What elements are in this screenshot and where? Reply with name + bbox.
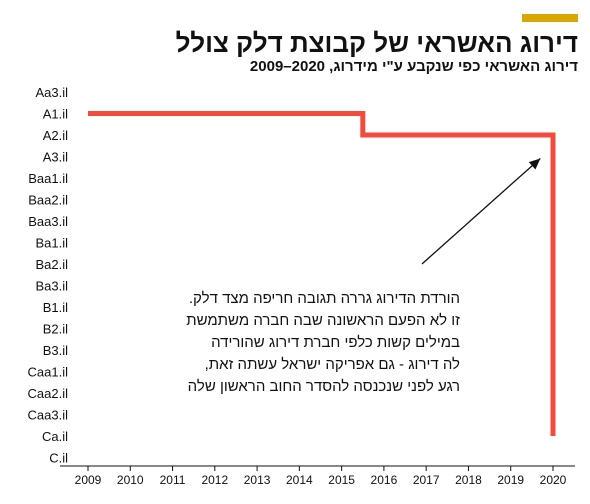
chart-title: דירוג האשראי של קבוצת דלק צולל (175, 28, 578, 58)
series-layer (88, 111, 556, 436)
x-tick-label: 2013 (244, 473, 271, 487)
y-tick-label: Ca.il (42, 429, 68, 444)
annotation-line: הורדת הדירוג גררה תגובה חריפה מצד דלק. (188, 290, 460, 307)
x-tick-label: 2015 (328, 473, 355, 487)
y-tick-label: Baa1.il (28, 171, 68, 186)
y-tick-label: Caa1.il (28, 365, 69, 380)
accent-bar (522, 14, 578, 22)
x-tick-label: 2020 (540, 473, 567, 487)
y-tick-label: C.il (49, 451, 68, 466)
y-tick-label: Ba2.il (35, 257, 68, 272)
x-tick-label: 2012 (201, 473, 228, 487)
y-tick-label: B2.il (43, 322, 68, 337)
x-tick-label: 2018 (455, 473, 482, 487)
annotation-line: רגע לפני שנכנסה להסדר החוב הראשון שלה (187, 378, 460, 395)
annotation-line: זו לא הפעם הראשונה שבה חברה משתמשת (186, 312, 460, 329)
y-tick-label: Ba1.il (35, 236, 68, 251)
y-tick-label: A1.il (43, 107, 68, 122)
y-tick-label: Caa3.il (28, 408, 69, 423)
y-tick-label: A2.il (43, 128, 68, 143)
y-tick-label: Baa3.il (28, 214, 68, 229)
y-tick-label: Ba3.il (35, 279, 68, 294)
x-tick-label: 2009 (75, 473, 102, 487)
y-axis: Aa3.il A1.il A2.il A3.il Baa1.il Baa2.il Baa3.… (28, 85, 69, 466)
annotation-line: במילים קשות כלפי חברת דירוג שהורידה (211, 334, 460, 351)
annotation-arrow-line (421, 158, 541, 265)
y-tick-label: Aa3.il (35, 85, 68, 100)
x-tick-label: 2010 (117, 473, 144, 487)
annotation-line: לה דירוג - גם אפריקה ישראל עשתה זאת, (204, 356, 460, 373)
annotation-arrow-head (528, 158, 541, 170)
x-tick-label: 2011 (160, 473, 186, 487)
y-tick-label: B1.il (43, 300, 68, 315)
y-tick-label: A3.il (43, 150, 68, 165)
rating-series-line (88, 111, 556, 436)
annotation-text: הורדת הדירוג גררה תגובה חריפה מצד דלק. ז… (150, 288, 460, 398)
annotation-arrow-layer (421, 158, 541, 265)
chart-subtitle: דירוג האשראי כפי שנקבע ע"י מידרוג, 2020–… (249, 58, 578, 75)
x-tick-label: 2019 (497, 473, 524, 487)
y-tick-label: Baa2.il (28, 193, 68, 208)
x-tick-label: 2016 (371, 473, 398, 487)
x-axis: 2009 2010 2011 2012 2013 2014 2015 2016 2017 2018… (60, 465, 575, 487)
y-tick-label: Caa2.il (28, 386, 69, 401)
x-tick-label: 2014 (286, 473, 313, 487)
y-tick-label: B3.il (43, 343, 68, 358)
x-tick-label: 2017 (413, 473, 440, 487)
